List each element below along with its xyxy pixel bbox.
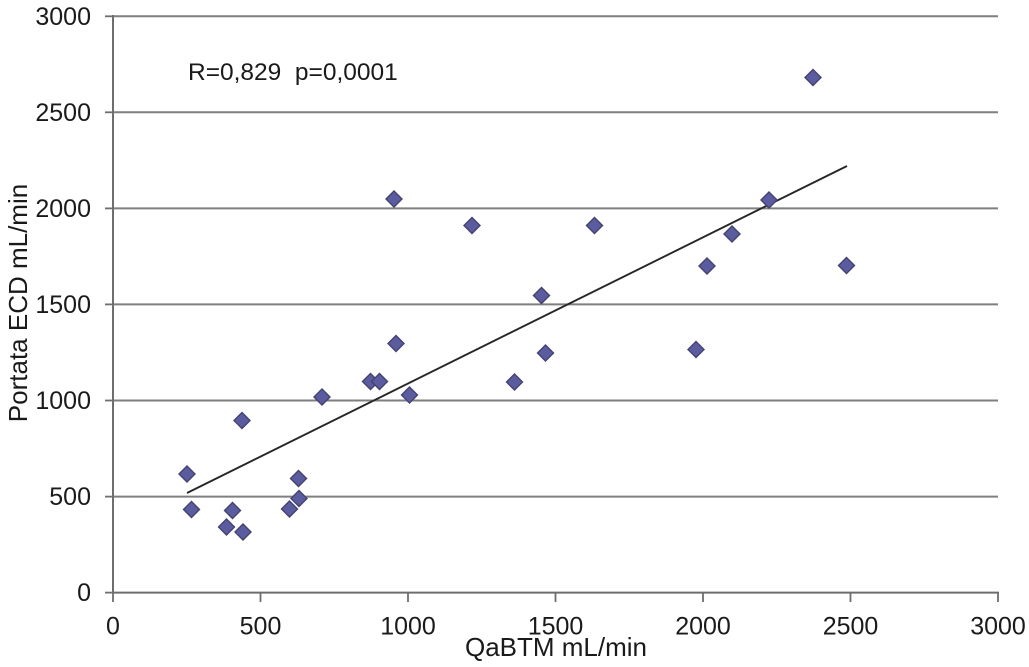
svg-text:2500: 2500 bbox=[35, 99, 91, 127]
svg-text:0: 0 bbox=[106, 613, 120, 641]
svg-text:500: 500 bbox=[49, 483, 91, 511]
svg-text:0: 0 bbox=[77, 579, 91, 607]
svg-text:1500: 1500 bbox=[35, 291, 91, 319]
svg-text:3000: 3000 bbox=[970, 613, 1026, 641]
svg-text:R=0,829 p=0,0001: R=0,829 p=0,0001 bbox=[188, 59, 398, 86]
svg-text:500: 500 bbox=[240, 613, 282, 641]
svg-text:QaBTM mL/min: QaBTM mL/min bbox=[465, 632, 647, 662]
svg-text:3000: 3000 bbox=[35, 3, 91, 31]
svg-text:2500: 2500 bbox=[823, 613, 879, 641]
svg-text:1500: 1500 bbox=[528, 613, 584, 641]
svg-text:2000: 2000 bbox=[675, 613, 731, 641]
svg-text:2000: 2000 bbox=[35, 195, 91, 223]
svg-text:1000: 1000 bbox=[380, 613, 436, 641]
svg-text:1000: 1000 bbox=[35, 387, 91, 415]
svg-text:Portata ECD mL/min: Portata ECD mL/min bbox=[3, 184, 33, 422]
